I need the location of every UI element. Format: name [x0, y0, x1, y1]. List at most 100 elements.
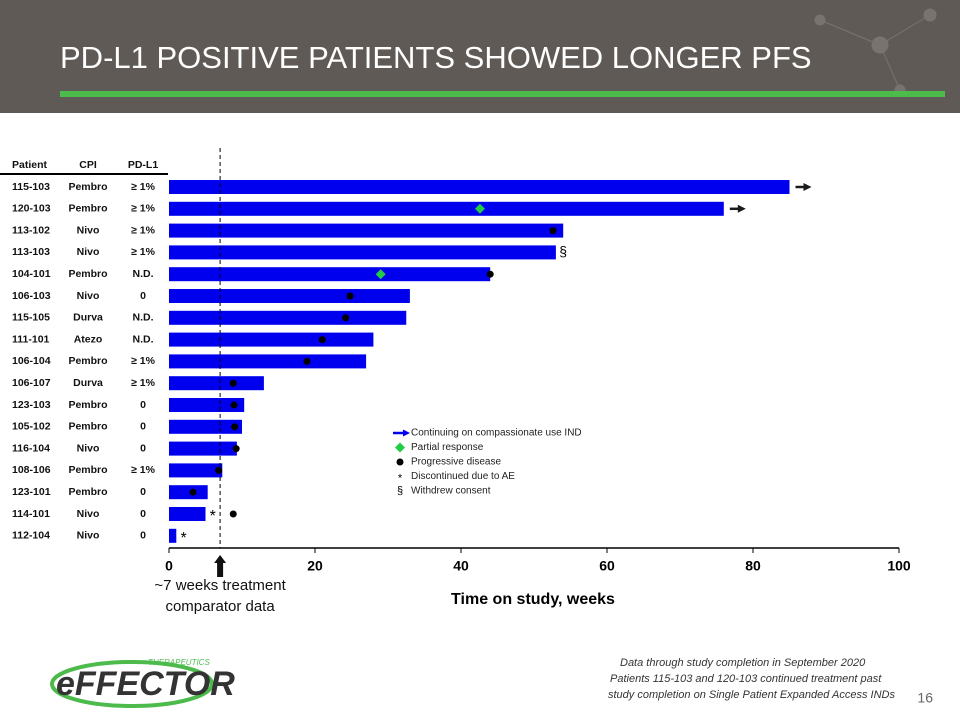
patient-id: 113-102	[12, 224, 50, 236]
event-marker: §	[559, 243, 567, 259]
legend-marker: §	[397, 485, 403, 497]
molecule-decor	[814, 8, 937, 96]
legend-label: Discontinued due to AE	[411, 471, 515, 482]
event-marker	[342, 314, 350, 322]
cpi: Pembro	[68, 181, 107, 193]
pd-l1: 0	[140, 399, 146, 411]
page-number: 16	[917, 690, 933, 706]
x-tick-label: 100	[887, 558, 911, 574]
bar	[169, 441, 237, 456]
pd-l1: ≥ 1%	[131, 377, 156, 389]
column-header: Patient	[12, 159, 48, 171]
pd-l1: 0	[140, 530, 146, 542]
patient-id: 115-105	[12, 312, 50, 324]
patient-id: 108-106	[12, 464, 51, 476]
reference-annotation: ~7 weeks treatment	[154, 577, 286, 594]
logo: eFFECTOR	[56, 665, 235, 703]
x-axis-label: Time on study, weeks	[451, 591, 615, 608]
patient-id: 114-101	[12, 508, 50, 520]
event-marker	[229, 379, 237, 387]
cpi: Atezo	[74, 333, 103, 345]
x-tick-label: 80	[745, 558, 761, 574]
patient-id: 105-102	[12, 421, 51, 433]
pd-l1: ≥ 1%	[131, 464, 156, 476]
patient-id: 106-107	[12, 377, 51, 389]
title-rule	[60, 91, 945, 97]
pd-l1: ≥ 1%	[131, 203, 156, 215]
pd-l1: ≥ 1%	[131, 355, 156, 367]
bar	[169, 376, 264, 391]
bar	[169, 354, 367, 369]
footnote: Data through study completion in Septemb…	[620, 657, 866, 669]
patient-id: 106-103	[12, 290, 51, 302]
cpi: Nivo	[77, 530, 100, 542]
bar	[169, 310, 407, 325]
patient-id: 111-101	[12, 333, 50, 345]
cpi: Nivo	[77, 442, 100, 454]
event-marker	[737, 204, 746, 213]
cpi: Pembro	[68, 399, 107, 411]
x-tick-label: 20	[307, 558, 323, 574]
x-tick-label: 0	[165, 558, 173, 574]
event-marker	[474, 203, 485, 214]
bar	[169, 485, 208, 500]
bar	[169, 245, 556, 260]
event-marker	[318, 336, 326, 344]
cpi: Pembro	[68, 355, 107, 367]
bar	[169, 289, 410, 303]
pd-l1: 0	[140, 442, 146, 454]
pd-l1: 0	[140, 486, 146, 498]
cpi: Pembro	[68, 486, 107, 498]
x-tick-label: 60	[599, 558, 615, 574]
column-header: CPI	[79, 159, 97, 171]
patient-id: 123-101	[12, 486, 51, 498]
event-marker	[375, 269, 386, 280]
legend-marker	[395, 442, 405, 453]
bar	[169, 267, 491, 282]
slide-title: PD-L1 POSITIVE PATIENTS SHOWED LONGER PF…	[60, 40, 812, 75]
event-marker	[232, 445, 240, 453]
legend-marker	[403, 429, 410, 437]
bar	[169, 528, 177, 543]
patient-id: 115-103	[12, 181, 50, 193]
footnote: Patients 115-103 and 120-103 continued t…	[610, 673, 882, 685]
pd-l1: 0	[140, 421, 146, 433]
legend-marker: *	[398, 472, 403, 484]
legend-label: Progressive disease	[411, 457, 501, 468]
event-marker	[549, 227, 557, 235]
bar	[169, 398, 245, 412]
event-marker	[346, 292, 354, 300]
pd-l1: N.D.	[133, 312, 154, 324]
bar	[169, 419, 242, 434]
footnote: study completion on Single Patient Expan…	[608, 689, 895, 701]
cpi: Nivo	[77, 246, 100, 258]
pd-l1: 0	[140, 290, 146, 302]
bar	[169, 180, 790, 194]
cpi: Pembro	[68, 268, 107, 280]
cpi: Pembro	[68, 203, 107, 215]
bar	[169, 463, 223, 478]
pd-l1: N.D.	[133, 333, 154, 345]
event-marker	[230, 401, 238, 409]
event-marker: *	[210, 508, 216, 525]
pd-l1: ≥ 1%	[131, 246, 156, 258]
legend-label: Partial response	[411, 442, 484, 453]
cpi: Durva	[73, 377, 103, 389]
event-marker	[189, 488, 197, 496]
reference-annotation: comparator data	[165, 598, 275, 615]
cpi: Pembro	[68, 464, 107, 476]
patient-id: 112-104	[12, 530, 50, 542]
bar	[169, 201, 724, 216]
cpi: Nivo	[77, 290, 100, 302]
event-marker	[215, 466, 223, 474]
logo-swoosh	[50, 660, 214, 708]
cpi: Nivo	[77, 224, 100, 236]
patient-id: 116-104	[12, 442, 50, 454]
bar	[169, 223, 564, 238]
event-marker	[231, 423, 239, 431]
pd-l1: ≥ 1%	[131, 181, 156, 193]
patient-id: 123-103	[12, 399, 51, 411]
x-tick-label: 40	[453, 558, 469, 574]
cpi: Pembro	[68, 421, 107, 433]
